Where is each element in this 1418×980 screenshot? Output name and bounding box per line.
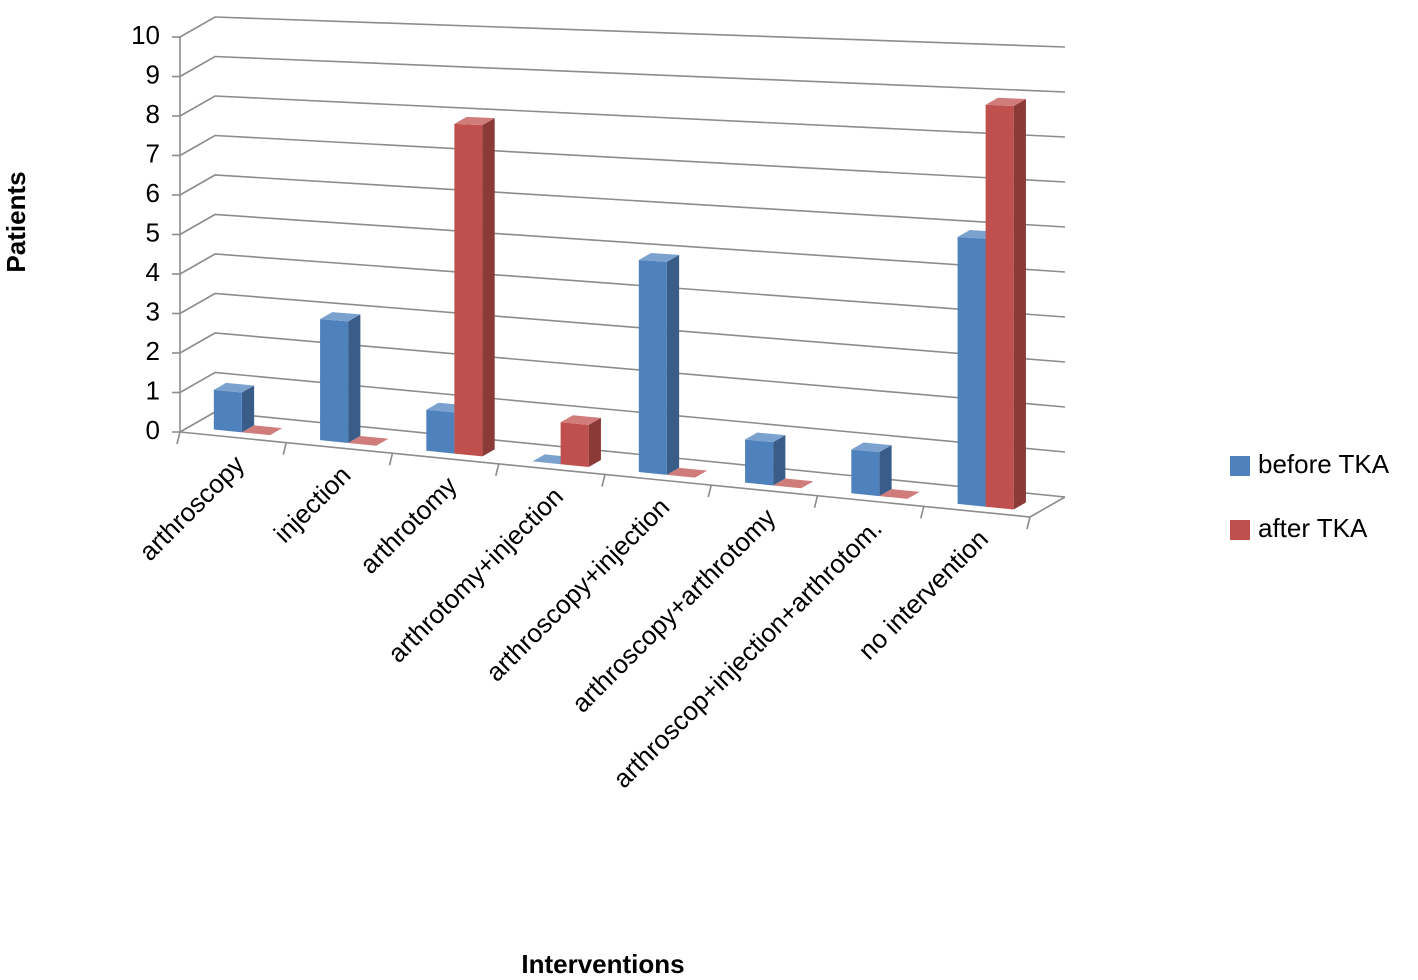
x-tick bbox=[494, 463, 500, 477]
y-tick-label: 4 bbox=[146, 257, 160, 287]
bar-top bbox=[745, 432, 786, 443]
y-tick-label: 0 bbox=[146, 415, 160, 445]
y-tick-label: 8 bbox=[146, 99, 160, 129]
grid-line bbox=[179, 332, 1066, 408]
bar-side bbox=[879, 445, 892, 497]
grid-line bbox=[179, 174, 1066, 228]
bar-side bbox=[1013, 98, 1026, 510]
y-tick-label: 3 bbox=[146, 296, 160, 326]
x-tick-label: arthroscopy+arthrotomy bbox=[566, 502, 782, 718]
y-tick-label: 5 bbox=[146, 217, 160, 247]
x-tick-label: injection bbox=[268, 460, 357, 549]
bar-side bbox=[666, 254, 680, 475]
bar-top bbox=[560, 415, 601, 425]
bar-top bbox=[879, 489, 920, 499]
y-tick-label: 2 bbox=[146, 336, 160, 366]
bar bbox=[851, 449, 880, 497]
y-tick-label: 1 bbox=[146, 375, 160, 405]
legend-label: before TKA bbox=[1258, 449, 1390, 479]
bar bbox=[320, 319, 349, 443]
bar bbox=[426, 409, 455, 454]
bar bbox=[745, 439, 774, 486]
bar-top bbox=[666, 467, 708, 478]
grid-line bbox=[179, 371, 1066, 453]
x-tick bbox=[1026, 516, 1031, 530]
bar bbox=[957, 237, 986, 507]
bar bbox=[638, 259, 667, 475]
x-tick bbox=[388, 453, 394, 466]
x-tick-label: arthrotomy bbox=[354, 470, 463, 579]
bar-side bbox=[588, 417, 601, 467]
y-tick-label: 7 bbox=[146, 138, 160, 168]
y-tick-label: 9 bbox=[146, 59, 160, 89]
x-tick bbox=[919, 506, 925, 519]
grid-line bbox=[179, 292, 1066, 363]
y-axis-title: Patients bbox=[1, 171, 31, 272]
x-tick-label: arthroscopy bbox=[133, 449, 250, 566]
bar-top bbox=[454, 116, 495, 126]
bar-top bbox=[320, 312, 361, 322]
bar bbox=[985, 104, 1014, 510]
x-tick bbox=[707, 484, 713, 498]
bar-side bbox=[348, 314, 361, 443]
bar-top bbox=[213, 382, 255, 393]
grid-line bbox=[179, 134, 1066, 183]
x-axis-title: Interventions bbox=[521, 949, 684, 979]
x-tick bbox=[601, 474, 606, 487]
legend-swatch bbox=[1230, 456, 1250, 476]
grid-line bbox=[179, 16, 1066, 48]
bar-top bbox=[638, 252, 680, 262]
bar-side bbox=[482, 118, 495, 457]
bar-top bbox=[773, 478, 814, 489]
grid-line bbox=[179, 55, 1066, 93]
y-tick-label: 6 bbox=[146, 178, 160, 208]
bar-side bbox=[773, 435, 786, 486]
x-tick bbox=[813, 495, 819, 508]
y-tick-label: 10 bbox=[131, 20, 160, 50]
grid-line bbox=[179, 213, 1066, 273]
bar-top bbox=[851, 442, 892, 453]
bar bbox=[213, 389, 242, 433]
bar-top bbox=[241, 425, 283, 436]
bar-top bbox=[348, 435, 389, 446]
bar-top bbox=[985, 97, 1026, 106]
x-tick bbox=[282, 442, 288, 455]
legend-label: after TKA bbox=[1258, 513, 1368, 543]
bar bbox=[454, 123, 483, 457]
grid-line bbox=[179, 253, 1066, 318]
bar bbox=[560, 422, 589, 467]
bar-side bbox=[241, 385, 255, 433]
x-tick bbox=[176, 431, 181, 445]
legend-swatch bbox=[1230, 520, 1250, 540]
grid-line bbox=[179, 95, 1066, 138]
